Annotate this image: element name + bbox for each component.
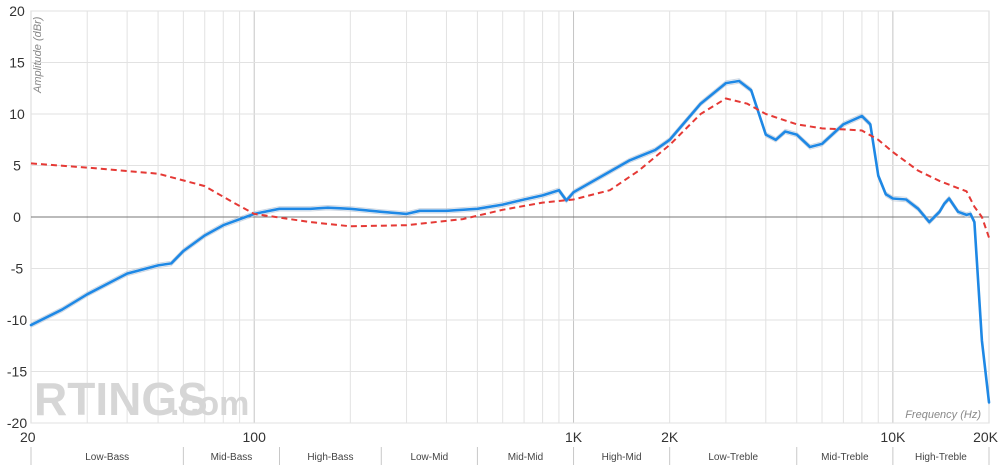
y-tick-label: 0 bbox=[13, 209, 21, 225]
series-group bbox=[29, 78, 991, 405]
x-tick-label: 20 bbox=[20, 429, 36, 445]
y-tick-label: -15 bbox=[7, 364, 27, 380]
band-label: High-Bass bbox=[307, 452, 353, 463]
x-tick-label: 20K bbox=[973, 429, 999, 445]
y-tick-label: -20 bbox=[7, 415, 27, 431]
band-label: High-Mid bbox=[602, 452, 642, 463]
band-label: Mid-Treble bbox=[821, 452, 869, 463]
band-label: Low-Mid bbox=[410, 452, 448, 463]
y-tick-label: -5 bbox=[11, 261, 24, 277]
y-tick-label: 10 bbox=[9, 106, 25, 122]
frequency-band-row: Low-Bass Mid-Bass High-Bass Low-Mid Mid-Mid H… bbox=[30, 447, 990, 465]
watermark-brand: RTINGS bbox=[34, 373, 208, 425]
band-label: Low-Bass bbox=[85, 452, 129, 463]
x-tick-label: 1K bbox=[565, 429, 583, 445]
series-0-trace bbox=[30, 82, 990, 405]
y-tick-label: 5 bbox=[13, 158, 21, 174]
x-axis-title: Frequency (Hz) bbox=[905, 409, 981, 421]
watermark: RTINGS .com bbox=[34, 373, 249, 425]
x-tick-label: 10K bbox=[880, 429, 906, 445]
y-axis-title: Amplitude (dBr) bbox=[32, 16, 44, 94]
y-tick-label: 15 bbox=[9, 55, 25, 71]
band-label: Mid-Bass bbox=[211, 452, 253, 463]
band-label: Low-Treble bbox=[708, 452, 758, 463]
x-tick-label: 2K bbox=[661, 429, 679, 445]
series-1-line bbox=[30, 97, 990, 238]
x-tick-label: 100 bbox=[243, 429, 267, 445]
series-0-line bbox=[29, 79, 991, 404]
series-0-trace bbox=[30, 78, 990, 401]
band-label: High-Treble bbox=[915, 452, 967, 463]
y-tick-label: -10 bbox=[7, 312, 27, 328]
watermark-suffix: .com bbox=[170, 385, 249, 423]
band-label: Mid-Mid bbox=[508, 452, 544, 463]
y-tick-label: 20 bbox=[9, 3, 25, 19]
